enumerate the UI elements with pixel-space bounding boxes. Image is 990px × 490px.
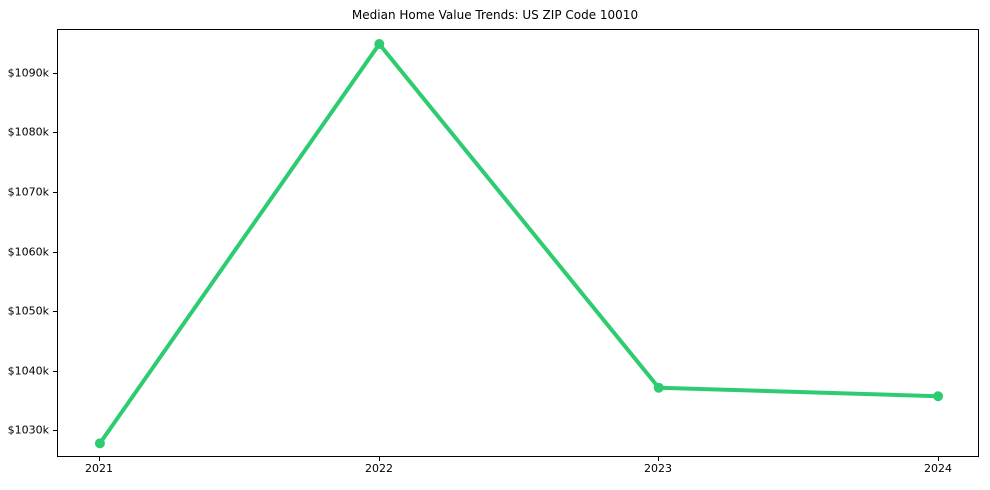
y-tick-mark [53,192,57,193]
x-tick-mark [379,457,380,461]
data-line-median-home-value [97,42,941,446]
x-tick-label: 2021 [85,462,113,475]
x-tick-label: 2023 [644,462,672,475]
y-tick-label: $1060k [7,245,49,259]
x-tick-label: 2022 [365,462,393,475]
x-tick-mark [99,457,100,461]
y-tick-mark [53,73,57,74]
x-tick-label: 2024 [924,462,952,475]
y-tick-label: $1090k [7,66,49,80]
y-tick-mark [53,132,57,133]
y-tick-label: $1070k [7,185,49,199]
data-point-2021 [94,438,105,449]
plot-area [57,29,979,457]
data-point-2023 [653,382,664,393]
y-tick-label: $1080k [7,125,49,139]
chart-title: Median Home Value Trends: US ZIP Code 10… [351,8,639,22]
data-point-2022 [374,39,385,50]
y-tick-mark [53,430,57,431]
y-tick-mark [53,371,57,372]
x-tick-mark [938,457,939,461]
y-tick-label: $1040k [7,364,49,378]
y-axis-tick-labels: $1090k $1080k $1070k $1060k $1050k $1040… [0,0,49,490]
data-point-2024 [933,391,944,402]
line-chart-svg [94,39,944,449]
y-tick-mark [53,252,57,253]
data-point-markers [94,39,944,449]
x-tick-mark [658,457,659,461]
y-tick-label: $1030k [7,423,49,437]
y-tick-label: $1050k [7,304,49,318]
y-tick-mark [53,311,57,312]
